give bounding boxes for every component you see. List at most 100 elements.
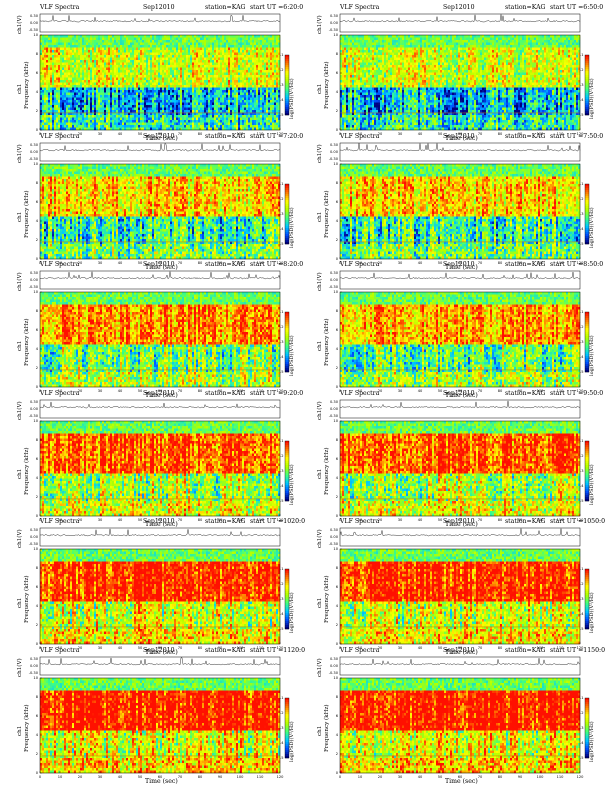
time-tick-label: 110 <box>557 261 565 265</box>
colorbar-segment <box>285 328 289 331</box>
colorbar-segment <box>585 621 589 624</box>
colorbar-segment <box>285 745 289 748</box>
time-tick-label: 30 <box>98 389 103 393</box>
voltage-tick-label: 0.30 <box>30 14 39 18</box>
panel-station: station=KAG <box>205 518 246 525</box>
colorbar-frame <box>284 440 290 501</box>
colorbar-segment <box>285 231 289 234</box>
time-tick-label: 110 <box>257 518 265 522</box>
voltage-frame <box>339 13 581 33</box>
voltage-tick-label: -0.30 <box>29 542 39 546</box>
colorbar-tick-label: -4 <box>280 98 284 102</box>
colorbar-segment <box>585 348 589 351</box>
colorbar-segment <box>585 719 589 722</box>
colorbar-frame <box>584 697 590 758</box>
voltage-tick-label: 0.00 <box>330 535 339 539</box>
colorbar-segment <box>285 727 289 730</box>
freq-tick-label: 8 <box>336 566 339 570</box>
voltage-frame <box>39 399 281 418</box>
colorbar-segment <box>285 71 289 74</box>
voltage-axis-label: ch1(V) <box>317 658 324 677</box>
freq-tick-label: 8 <box>36 566 39 570</box>
colorbar-segment <box>285 63 289 66</box>
spectrogram-cells <box>340 163 581 259</box>
colorbar-segment <box>585 446 589 449</box>
time-tick-label: 0 <box>39 775 42 779</box>
colorbar-segment <box>585 71 589 74</box>
colorbar-tick-label: -2 <box>580 197 584 201</box>
spectra-panel: VLF Spectra Sep12010 station=KAG start UT =… <box>300 131 603 270</box>
time-axis-label: Time (sec) <box>445 264 478 271</box>
voltage-tick-label: 0.00 <box>330 664 339 668</box>
panel-station: station=KAG <box>505 647 546 654</box>
colorbar-segment <box>285 464 289 467</box>
colorbar-segment <box>585 595 589 598</box>
colorbar-segment <box>585 362 589 365</box>
freq-tick-label: 8 <box>336 181 339 185</box>
colorbar-segment <box>585 193 589 196</box>
colorbar-segment <box>285 739 289 742</box>
voltage-tick-label: 0.30 <box>330 657 339 661</box>
freq-tick-label: 8 <box>36 438 39 442</box>
time-tick-label: 10 <box>358 261 363 265</box>
colorbar-segment <box>585 189 589 192</box>
panel-title: VLF Spectra <box>340 261 379 268</box>
spectrogram-cells <box>340 35 581 131</box>
time-tick-label: 100 <box>537 389 545 393</box>
time-axis-label: Time (sec) <box>445 778 478 785</box>
colorbar-tick-label: -2 <box>580 68 584 72</box>
colorbar-frame <box>584 54 590 116</box>
colorbar-segment <box>585 346 589 349</box>
colorbar-tick-label: -3 <box>580 469 584 473</box>
colorbar-segment <box>585 95 589 98</box>
colorbar-segment <box>585 464 589 467</box>
colorbar-segment <box>585 751 589 754</box>
spectra-panel: VLF Spectra Sep12010 station=KAG start UT =… <box>0 645 305 784</box>
colorbar-segment <box>285 486 289 489</box>
panel-title: VLF Spectra <box>340 390 379 397</box>
colorbar-tick-label: -2 <box>580 325 584 329</box>
colorbar-segment <box>585 484 589 487</box>
colorbar-segment <box>285 67 289 70</box>
colorbar-segment <box>285 733 289 736</box>
colorbar-segment <box>285 107 289 110</box>
time-tick-label: 110 <box>557 132 565 136</box>
colorbar-segment <box>285 444 289 447</box>
voltage-frame <box>39 13 281 33</box>
colorbar-segment <box>285 440 289 443</box>
colorbar-segment <box>285 743 289 746</box>
colorbar-segment <box>585 579 589 582</box>
panel-title: VLF Spectra <box>340 4 379 11</box>
time-tick-label: 70 <box>178 646 183 650</box>
voltage-tick-label: 0.30 <box>330 14 339 18</box>
spectrogram-cells <box>340 677 581 773</box>
colorbar-segment <box>585 344 589 347</box>
freq-tick-label: 6 <box>36 457 39 461</box>
time-tick-label: 40 <box>118 389 123 393</box>
colorbar-tick-label: -1 <box>580 696 584 700</box>
colorbar-segment <box>585 609 589 612</box>
colorbar-segment <box>585 737 589 740</box>
colorbar-segment <box>585 316 589 319</box>
colorbar-segment <box>285 597 289 600</box>
colorbar-segment <box>585 733 589 736</box>
time-tick-label: 110 <box>557 518 565 522</box>
time-tick-label: 60 <box>158 518 163 522</box>
colorbar-segment <box>285 221 289 224</box>
time-axis-label: Time (sec) <box>445 521 478 528</box>
colorbar-segment <box>285 480 289 483</box>
colorbar-segment <box>285 573 289 576</box>
colorbar-segment <box>285 488 289 491</box>
colorbar-segment <box>585 324 589 327</box>
panel-date: Sep12010 <box>143 518 175 525</box>
colorbar-segment <box>285 476 289 479</box>
time-tick-label: 20 <box>378 261 383 265</box>
colorbar-segment <box>285 442 289 445</box>
colorbar-label: log(PSD)(V²/Hz) <box>289 592 295 633</box>
colorbar-segment <box>285 697 289 700</box>
colorbar-segment <box>285 701 289 704</box>
colorbar-segment <box>285 209 289 212</box>
time-tick-label: 90 <box>518 646 523 650</box>
